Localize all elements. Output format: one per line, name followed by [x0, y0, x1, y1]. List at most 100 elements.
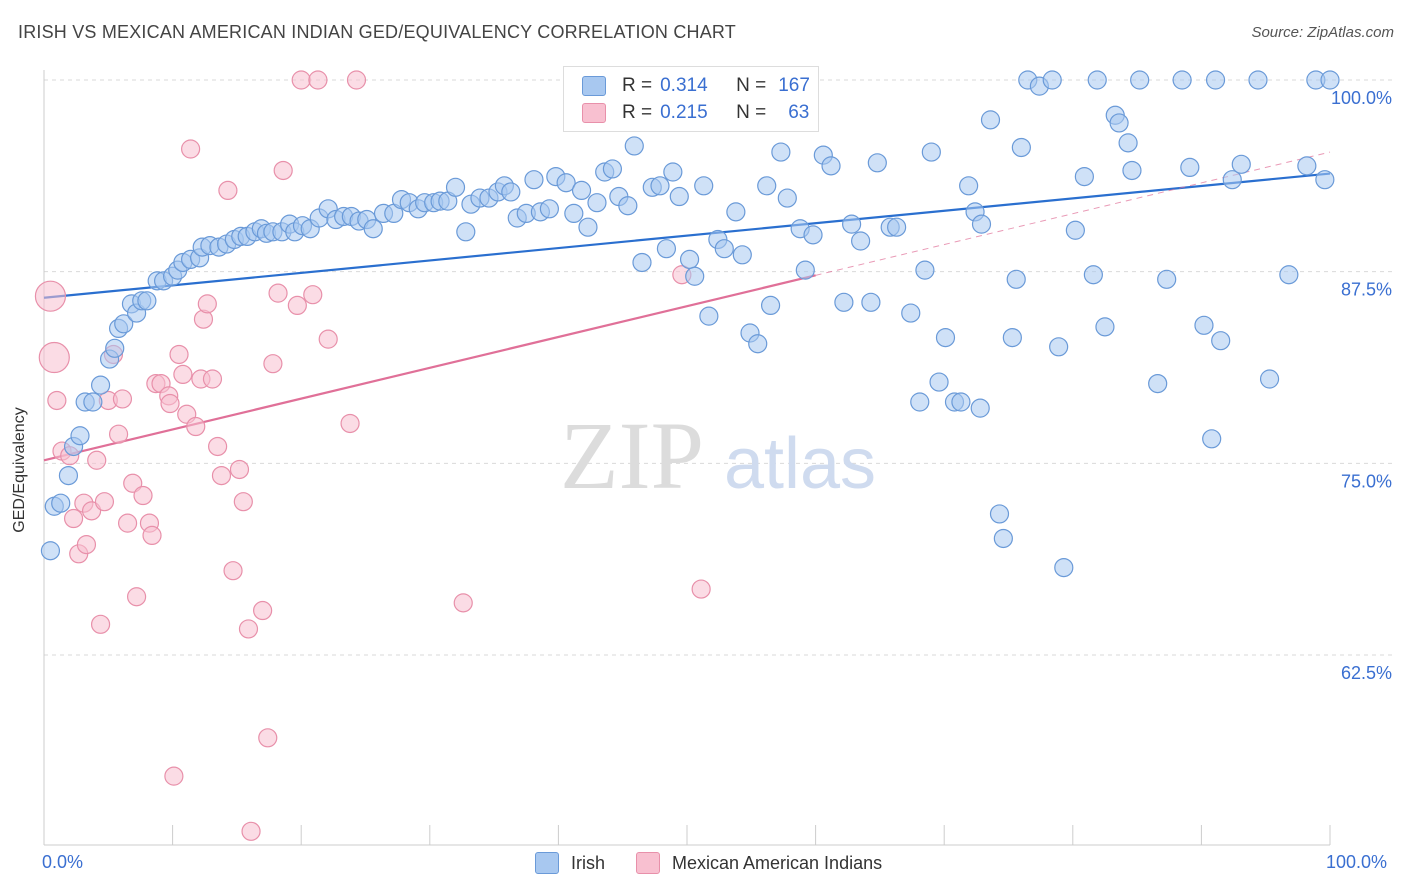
- mexican-point: [273, 160, 293, 181]
- bottom-legend-label-irish: Irish: [571, 852, 606, 873]
- irish-point: [587, 193, 607, 213]
- legend-swatch-mexican: [582, 103, 606, 123]
- irish-point: [363, 219, 383, 239]
- irish-point: [1074, 167, 1094, 187]
- trend-line-mexican-extension: [815, 151, 1331, 276]
- legend-r-label: R =: [622, 75, 653, 96]
- legend-swatch-irish: [582, 76, 606, 96]
- mexican-point: [108, 424, 129, 444]
- y-axis-label: GED/Equivalency: [11, 407, 28, 533]
- legend-row-mexican: R = 0.215 N = 63: [582, 100, 809, 126]
- mexican-point: [263, 354, 283, 374]
- mexican-point: [287, 295, 307, 315]
- legend-r-label: R =: [622, 102, 653, 123]
- legend-n-value-mexican: 63: [788, 102, 810, 123]
- mexican-point: [94, 492, 115, 512]
- mexican-point: [197, 294, 217, 314]
- irish-point: [1083, 265, 1103, 285]
- mexican-point: [47, 390, 67, 411]
- bottom-legend-mexican: Mexican American Indians: [636, 852, 882, 874]
- irish-point: [1042, 70, 1062, 90]
- legend-row-irish: R = 0.314 N = 167: [582, 73, 810, 99]
- irish-point: [114, 314, 134, 334]
- mexican-point: [123, 473, 143, 493]
- y-tick-labels: 62.5% 75.0% 87.5% 100.0%: [1331, 88, 1392, 683]
- irish-point: [1231, 154, 1251, 174]
- irish-point: [83, 392, 103, 412]
- y-tick-label-0: 62.5%: [1341, 663, 1392, 683]
- mexican-point: [258, 728, 278, 748]
- irish-point: [578, 217, 598, 237]
- irish-point: [137, 291, 157, 311]
- bottom-legend-swatch-irish: [535, 852, 559, 874]
- irish-point: [70, 426, 90, 446]
- irish-point: [1118, 133, 1138, 153]
- mexican-point: [173, 364, 193, 384]
- irish-point: [445, 177, 466, 197]
- series-mexican-american-indians: [34, 70, 711, 841]
- mexican-point: [233, 492, 253, 512]
- irish-point: [1320, 70, 1340, 90]
- irish-point: [851, 231, 871, 251]
- irish-point: [915, 260, 935, 280]
- irish-point: [1002, 328, 1022, 348]
- mexican-point: [164, 766, 184, 786]
- irish-point: [1095, 317, 1115, 337]
- legend-n-label: N =: [736, 75, 767, 96]
- irish-point: [1180, 157, 1200, 177]
- irish-point: [929, 372, 949, 392]
- irish-point: [501, 182, 521, 202]
- source-label: Source: ZipAtlas.com: [1251, 24, 1394, 41]
- mexican-point: [208, 436, 228, 457]
- irish-point: [714, 239, 734, 259]
- irish-point: [571, 180, 592, 200]
- irish-point: [1065, 220, 1085, 240]
- irish-point: [663, 162, 683, 182]
- irish-point: [771, 142, 791, 162]
- irish-point: [564, 203, 584, 223]
- irish-point: [1148, 374, 1168, 394]
- mexican-point: [90, 614, 111, 634]
- legend: R = 0.314 N = 167 R = 0.215 N = 63: [563, 66, 819, 132]
- irish-point: [1006, 269, 1026, 289]
- irish-point: [959, 176, 979, 196]
- axes: [43, 70, 1331, 846]
- irish-point: [1248, 70, 1268, 90]
- irish-point: [951, 392, 971, 412]
- irish-point: [1297, 156, 1317, 176]
- mexican-point: [218, 180, 238, 200]
- mexican-point: [38, 341, 70, 374]
- irish-point: [980, 110, 1001, 130]
- trend-line-mexican: [43, 274, 816, 462]
- irish-point: [524, 170, 544, 190]
- bottom-legend-label-mexican: Mexican American Indians: [672, 852, 883, 873]
- irish-point: [757, 176, 777, 196]
- mexican-point: [453, 593, 473, 613]
- irish-point: [1194, 315, 1214, 335]
- mexican-point: [202, 369, 223, 389]
- x-tick-label-max: 100.0%: [1326, 852, 1388, 872]
- y-tick-label-2: 87.5%: [1341, 280, 1392, 300]
- irish-point: [760, 295, 781, 315]
- irish-point: [105, 338, 125, 358]
- mexican-point: [223, 561, 243, 581]
- mexican-point: [308, 70, 328, 90]
- irish-point: [58, 466, 79, 486]
- mexican-point: [253, 600, 273, 621]
- irish-point: [456, 222, 476, 242]
- irish-point: [993, 528, 1013, 549]
- irish-point: [1011, 137, 1031, 158]
- irish-point: [732, 245, 752, 265]
- irish-point: [650, 176, 670, 196]
- irish-point: [1049, 337, 1069, 357]
- mexican-point: [181, 139, 201, 159]
- mexican-point: [291, 70, 311, 90]
- irish-point: [632, 252, 652, 273]
- irish-point: [1087, 70, 1107, 90]
- mexican-point: [340, 413, 360, 434]
- irish-point: [1211, 331, 1231, 351]
- mexican-point: [303, 285, 323, 305]
- irish-point: [971, 214, 992, 234]
- irish-point: [656, 239, 677, 259]
- mexican-point: [186, 416, 206, 437]
